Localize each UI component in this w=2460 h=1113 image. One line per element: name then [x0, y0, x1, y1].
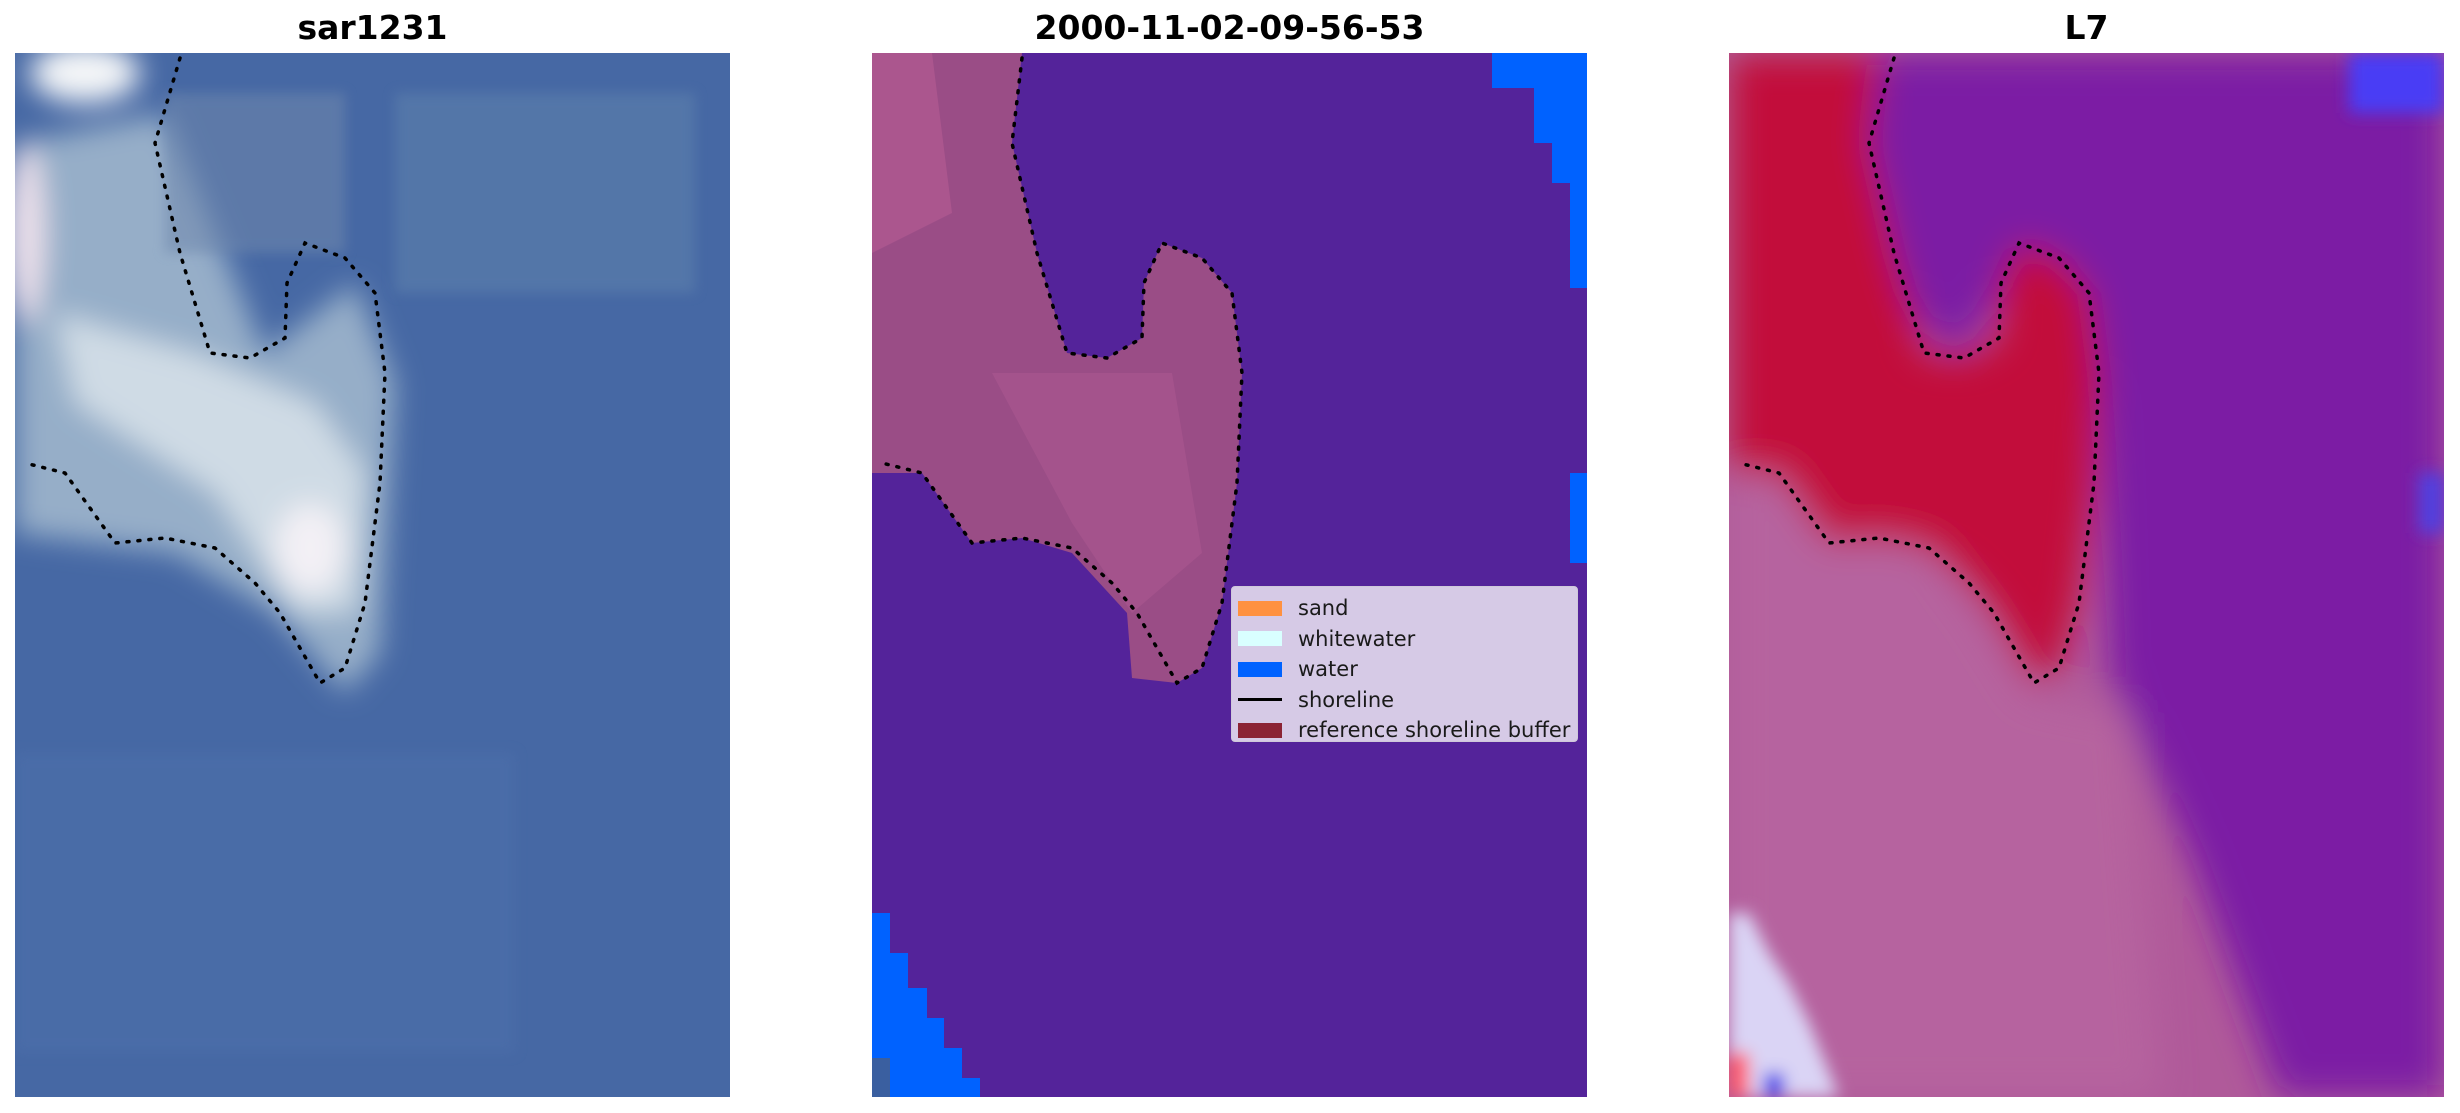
- whitewater-swatch: [1238, 631, 1282, 647]
- index-image-panel: [1729, 53, 2444, 1097]
- legend-item-buffer: reference shoreline buffer: [1232, 715, 1577, 746]
- legend-label-buffer: reference shoreline buffer: [1298, 718, 1571, 743]
- legend-item-water: water: [1232, 654, 1577, 685]
- classified-image-panel: [872, 53, 1587, 1097]
- shoreline-line-swatch: [1238, 698, 1282, 702]
- index-image: [1729, 53, 2444, 1097]
- legend-label-sand: sand: [1298, 596, 1349, 621]
- legend-label-whitewater: whitewater: [1298, 626, 1416, 651]
- panel-title-rgb: sar1231: [297, 8, 448, 47]
- water-patch-top-right: [1492, 53, 1587, 288]
- rgb-image-panel: [15, 53, 730, 1097]
- legend: sand whitewater water shoreline referenc…: [1231, 586, 1578, 742]
- legend-label-water: water: [1298, 657, 1358, 682]
- panel-title-classified: 2000-11-02-09-56-53: [1034, 8, 1425, 47]
- water-patch-right: [1570, 473, 1587, 563]
- sand-swatch: [1238, 600, 1282, 616]
- legend-item-whitewater: whitewater: [1232, 624, 1577, 655]
- classified-image: [872, 53, 1587, 1097]
- water-patch-bottom-left: [872, 913, 980, 1097]
- legend-item-shoreline: shoreline: [1232, 685, 1577, 716]
- legend-item-sand: sand: [1232, 593, 1577, 624]
- buffer-swatch: [1238, 722, 1282, 738]
- legend-label-shoreline: shoreline: [1298, 687, 1395, 712]
- rgb-image: [15, 53, 730, 1097]
- shoreline-classified: [880, 56, 1244, 686]
- panel-title-index: L7: [2064, 8, 2109, 47]
- water-swatch: [1238, 661, 1282, 677]
